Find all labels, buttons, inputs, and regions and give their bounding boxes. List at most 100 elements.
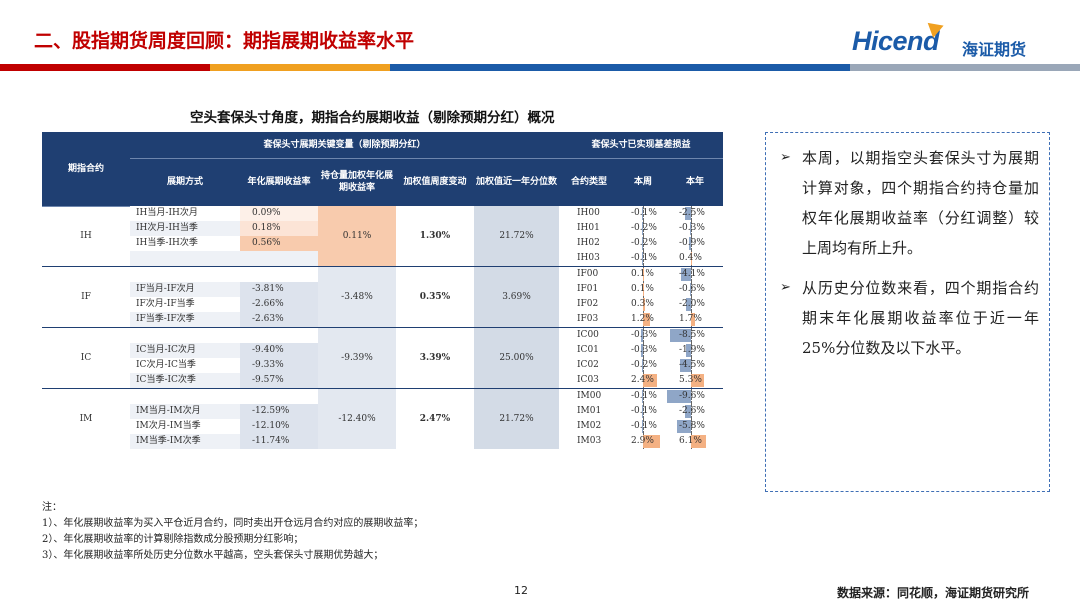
contract-code: IC00 — [559, 327, 619, 343]
col-header-ann-yield: 年化展期收益率 — [240, 158, 318, 206]
contract-code: IM01 — [559, 404, 619, 419]
contract-code: IM03 — [559, 434, 619, 449]
roll-method: IM当月-IM次月 — [130, 404, 240, 419]
annual-roll-yield: -12.59% — [240, 404, 318, 419]
table-row: IC -9.39% 3.39% 25.00% IC00 -0.3% -8.5% — [42, 327, 723, 389]
header-bar-red — [0, 64, 210, 71]
weekly-pnl: -0.1% — [619, 206, 667, 221]
cell-value: -0.1% — [631, 253, 657, 263]
cell-value: 0.1% — [631, 284, 654, 294]
bar-axis — [691, 221, 692, 236]
data-bar — [690, 222, 691, 235]
roll-method: IF当季-IF次季 — [130, 312, 240, 328]
group-header-realized: 套保头寸已实现基差损益 — [559, 132, 723, 159]
ytd-pnl: 0.4% — [667, 251, 723, 267]
weekly-pnl: -0.2% — [619, 221, 667, 236]
annual-roll-yield: -9.40% — [240, 343, 318, 358]
cell-value: 2.4% — [631, 375, 654, 385]
cell-value: 5.3% — [679, 375, 702, 385]
contract-code: IH03 — [559, 251, 619, 267]
bar-axis — [691, 419, 692, 434]
col-header-percentile: 加权值近一年分位数 — [474, 158, 559, 206]
data-bar — [684, 207, 691, 220]
roll-method — [130, 251, 240, 267]
col-header-weekly-change: 加权值周度变动 — [396, 158, 474, 206]
table-row: IC当季-IC次季 -9.57% IC03 2.4% 5.3% — [42, 373, 723, 389]
annual-roll-yield: -12.10% — [240, 419, 318, 434]
commentary-bullet: ➢ 从历史分位数来看，四个期指合约期末年化展期收益率位于近一年25%分位数及以下… — [780, 273, 1039, 363]
cell-value: -0.2% — [631, 238, 657, 248]
contract-code: IH01 — [559, 221, 619, 236]
commentary-text-1: 本周，以期指空头套保头寸为展期计算对象，四个期指合约持仓量加权年化展期收益率（分… — [802, 149, 1039, 257]
roll-method: IC当季-IC次季 — [130, 373, 240, 389]
weighted-roll-yield: -9.39% — [318, 327, 396, 389]
cell-value: 0.4% — [679, 253, 702, 263]
contract-code: IC02 — [559, 358, 619, 373]
contract-code: IF00 — [559, 266, 619, 282]
page-title: 二、股指期货周度回顾：期指展期收益率水平 — [34, 30, 415, 52]
commentary-box: ➢ 本周，以期指空头套保头寸为展期计算对象，四个期指合约持仓量加权年化展期收益率… — [765, 132, 1050, 492]
annual-roll-yield — [240, 266, 318, 282]
percentile-1y: 21.72% — [474, 388, 559, 449]
roll-method: IM当季-IM次季 — [130, 434, 240, 449]
data-bar — [641, 222, 643, 235]
bar-axis — [643, 328, 644, 343]
col-header-ytd: 本年 — [667, 158, 723, 206]
contract-code: IM00 — [559, 388, 619, 404]
table-row: IH次月-IH当季 0.18% IH01 -0.2% -0.3% — [42, 221, 723, 236]
weekly-change: 0.35% — [396, 266, 474, 328]
header-bar-blue — [390, 64, 850, 71]
cell-value: -2.5% — [679, 208, 705, 218]
ytd-pnl: -9.6% — [667, 388, 723, 404]
cell-value: -4.5% — [679, 360, 705, 370]
table-row: IM -12.40% 2.47% 21.72% IM00 -0.1% -9.6% — [42, 388, 723, 449]
cell-value: -9.6% — [679, 391, 705, 401]
logo-text-en: Hicend — [852, 26, 940, 56]
table-row: IF -3.48% 0.35% 3.69% IF00 0.1% -4.1% — [42, 266, 723, 328]
footnote-title: 注： — [42, 502, 62, 513]
ytd-pnl: -2.0% — [667, 297, 723, 312]
cell-value: -0.3% — [631, 330, 657, 340]
annual-roll-yield: -9.57% — [240, 373, 318, 389]
weekly-pnl: -0.1% — [619, 388, 667, 404]
weekly-pnl: -0.3% — [619, 327, 667, 343]
footnote-2: 2）、年化展期收益率的计算剔除指数成分股预期分红影响； — [42, 534, 304, 545]
roll-method: IC当月-IC次月 — [130, 343, 240, 358]
arrow-bullet-icon: ➢ — [780, 150, 791, 165]
data-bar — [643, 313, 651, 326]
contract-code: IF01 — [559, 282, 619, 297]
bar-axis — [643, 343, 644, 358]
footnote-3: 3）、年化展期收益率所处历史分位数水平越高，空头套保头寸展期优势越大； — [42, 550, 384, 561]
roll-method: IF次月-IF当季 — [130, 297, 240, 312]
footnote-1: 1）、年化展期收益率为买入平仓近月合约，同时卖出开仓远月合约对应的展期收益率； — [42, 518, 424, 529]
roll-method — [130, 388, 240, 404]
annual-roll-yield: -2.63% — [240, 312, 318, 328]
weekly-change: 1.30% — [396, 206, 474, 267]
ytd-pnl: -2.6% — [667, 404, 723, 419]
data-bar — [691, 435, 707, 448]
cell-value: -4.1% — [679, 269, 705, 279]
annual-roll-yield: -9.33% — [240, 358, 318, 373]
bar-axis — [643, 419, 644, 434]
contract-code: IF03 — [559, 312, 619, 328]
roll-method — [130, 327, 240, 343]
commentary-bullet: ➢ 本周，以期指空头套保头寸为展期计算对象，四个期指合约持仓量加权年化展期收益率… — [780, 143, 1039, 263]
data-bar — [686, 344, 691, 357]
data-bar — [641, 344, 643, 357]
data-bar — [641, 237, 643, 250]
data-bar — [691, 374, 705, 387]
data-bar — [643, 283, 644, 296]
roll-method: IH当月-IH次月 — [130, 206, 240, 221]
roll-method: IC次月-IC当季 — [130, 358, 240, 373]
col-header-oi-weighted: 持仓量加权年化展期收益率 — [318, 158, 396, 206]
roll-method: IM次月-IM当季 — [130, 419, 240, 434]
col-header-type: 合约类型 — [559, 158, 619, 206]
weighted-roll-yield: -3.48% — [318, 266, 396, 328]
cell-value: -0.1% — [631, 391, 657, 401]
table-row: IC当月-IC次月 -9.40% IC01 -0.3% -1.9% — [42, 343, 723, 358]
table-caption: 空头套保头寸角度，期指合约展期收益（剔除预期分红）概况 — [190, 110, 555, 126]
data-bar — [684, 405, 691, 418]
data-bar — [643, 435, 661, 448]
data-bar — [676, 420, 691, 433]
cell-value: 0.1% — [631, 269, 654, 279]
